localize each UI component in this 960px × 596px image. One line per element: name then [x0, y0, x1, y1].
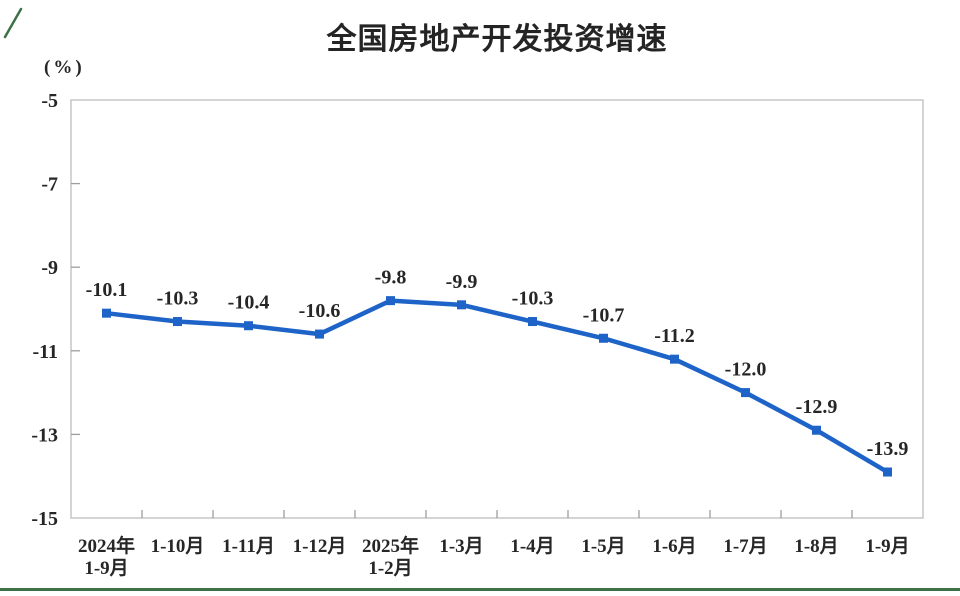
- x-axis-label: 1-11月: [222, 536, 275, 557]
- data-point-label: -9.8: [375, 267, 407, 289]
- data-point-label: -10.3: [512, 288, 554, 310]
- data-point-marker: [528, 317, 537, 327]
- x-axis-label: 1-10月: [151, 536, 205, 557]
- x-axis-label: 1-12月: [293, 536, 347, 557]
- line-chart: -5 -7 -9 -11 -13 -15 2024年 1-9月 1-10月 1-11月 1-12月 2…: [31, 90, 924, 579]
- y-tick-label: -9: [41, 257, 58, 279]
- x-axis-label: 1-3月: [439, 536, 483, 557]
- data-point-marker: [812, 425, 821, 435]
- data-point-marker: [386, 296, 395, 306]
- data-point-label: -11.2: [654, 325, 695, 347]
- y-tick-label: -15: [31, 508, 58, 530]
- x-axis-label: 2024年 1-9月: [78, 534, 135, 579]
- y-tick-label: -11: [32, 341, 58, 363]
- corner-green-mark-line: [3, 7, 23, 39]
- y-tick-label: -7: [41, 174, 58, 196]
- bottom-divider: [0, 588, 960, 591]
- data-point-label: -9.9: [446, 271, 478, 293]
- data-point-label: -10.7: [583, 304, 625, 326]
- x-axis-label: 1-5月: [581, 536, 625, 557]
- corner-green-mark: [3, 7, 23, 39]
- data-point-marker: [670, 354, 679, 364]
- y-tick-label: -13: [31, 424, 58, 446]
- data-point-label: -12.0: [725, 359, 767, 381]
- data-point-label: -10.4: [228, 292, 270, 314]
- x-axis-label: 1-4月: [510, 536, 554, 557]
- y-axis-unit-label: (%): [44, 57, 85, 78]
- data-point-marker: [102, 308, 111, 318]
- x-axis-label: 1-8月: [794, 536, 838, 557]
- data-point-marker: [244, 321, 253, 331]
- chart-title: 全国房地产开发投资增速: [326, 23, 668, 56]
- data-point-label: -10.6: [299, 300, 341, 322]
- data-point-label: -12.9: [796, 396, 838, 418]
- x-axis-label: 1-9月: [865, 536, 909, 557]
- data-point-marker: [315, 329, 324, 339]
- x-axis-label: 1-7月: [723, 536, 767, 557]
- plot-border: [70, 99, 924, 519]
- data-point-marker: [457, 300, 466, 310]
- data-point-marker: [883, 467, 892, 477]
- x-axis-label: 2025年 1-2月: [362, 534, 419, 579]
- trend-line: [104, 298, 890, 475]
- data-point-label: -13.9: [867, 438, 909, 460]
- data-point-label: -10.1: [86, 279, 128, 301]
- x-axis-label: 1-6月: [652, 536, 696, 557]
- y-tick-label: -5: [41, 90, 58, 112]
- data-point-label: -10.3: [157, 288, 199, 310]
- data-point-marker: [173, 317, 182, 327]
- data-point-marker: [599, 333, 608, 343]
- data-point-marker: [741, 388, 750, 398]
